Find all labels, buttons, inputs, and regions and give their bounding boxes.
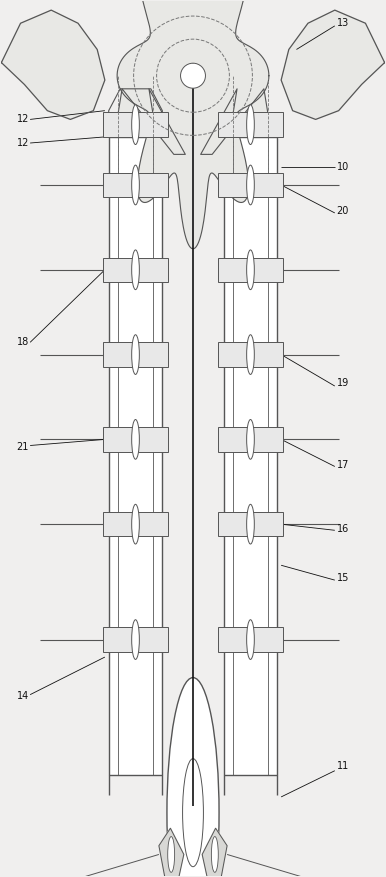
Bar [109,137,163,775]
Bar [223,137,277,775]
Ellipse shape [247,419,254,460]
Bar [103,627,168,652]
Bar [218,173,283,197]
Ellipse shape [183,759,203,866]
Ellipse shape [247,504,254,544]
Ellipse shape [212,837,218,873]
Ellipse shape [247,250,254,289]
Text: 19: 19 [337,378,349,389]
Bar [218,342,283,367]
Bar [103,512,168,537]
Ellipse shape [132,250,139,289]
Ellipse shape [167,678,219,877]
Bar [218,427,283,452]
Text: 17: 17 [337,460,349,470]
Text: 10: 10 [337,162,349,173]
Ellipse shape [247,104,254,145]
Bar [103,258,168,282]
Ellipse shape [132,504,139,544]
Ellipse shape [247,165,254,205]
Text: 20: 20 [337,206,349,217]
Ellipse shape [181,63,205,89]
Text: 12: 12 [17,138,29,148]
Polygon shape [202,828,227,877]
Polygon shape [2,11,105,119]
Text: 21: 21 [17,442,29,453]
Bar [103,173,168,197]
Ellipse shape [132,620,139,660]
Text: 13: 13 [337,18,349,28]
Ellipse shape [132,165,139,205]
Bar [103,427,168,452]
Polygon shape [118,89,185,154]
Bar [103,342,168,367]
Ellipse shape [132,419,139,460]
Text: 14: 14 [17,691,29,702]
Text: 16: 16 [337,524,349,533]
Bar [218,512,283,537]
Ellipse shape [247,335,254,374]
Text: 18: 18 [17,338,29,347]
Bar [103,112,168,137]
Polygon shape [159,828,184,877]
Ellipse shape [132,104,139,145]
Bar [218,627,283,652]
Text: 12: 12 [17,114,29,125]
Ellipse shape [168,837,174,873]
Ellipse shape [247,620,254,660]
Bar [218,112,283,137]
Polygon shape [281,11,384,119]
Bar [218,258,283,282]
Ellipse shape [132,335,139,374]
Polygon shape [201,89,268,154]
Polygon shape [117,0,269,249]
Text: 11: 11 [337,761,349,772]
Text: 15: 15 [337,574,349,583]
